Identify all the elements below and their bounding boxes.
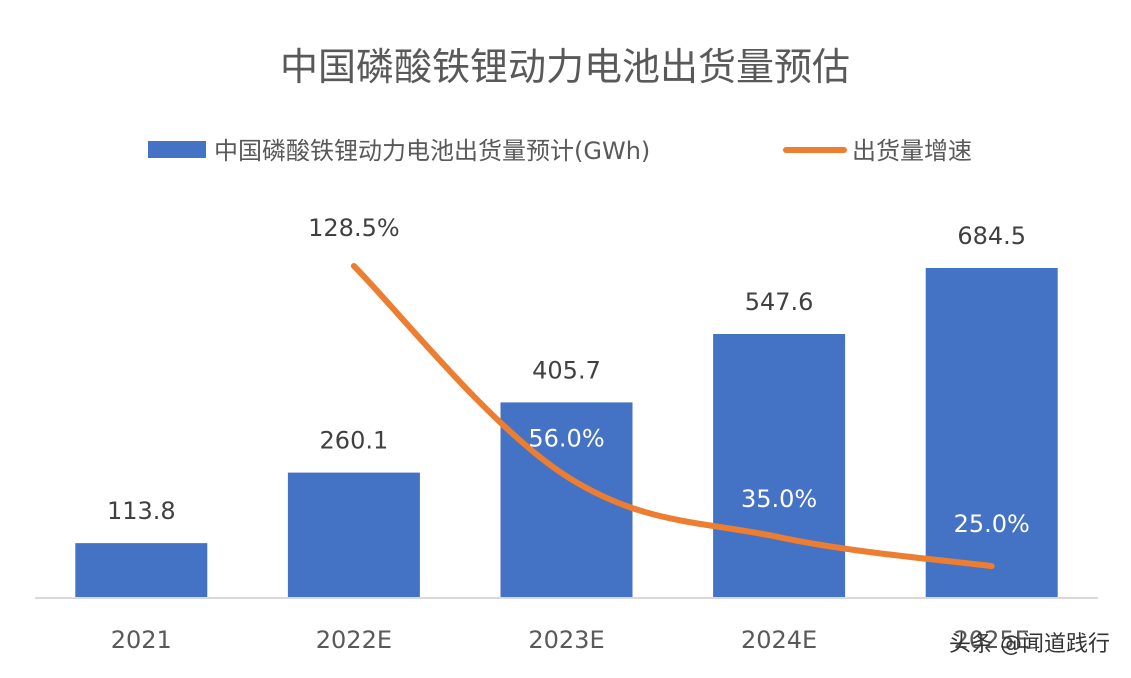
legend: 中国磷酸铁锂动力电池出货量预计(GWh) 出货量增速 [148, 137, 972, 165]
watermark: 头条 @闻道践行 [949, 632, 1110, 657]
bar-2025E [925, 268, 1058, 598]
bar-value-labels: 113.8 260.1 405.7 547.6 684.5 [107, 222, 1026, 525]
bars-group [75, 268, 1058, 598]
growth-label-2023E: 56.0% [528, 424, 604, 452]
x-tick-2022E: 2022E [316, 626, 392, 654]
x-tick-2023E: 2023E [528, 626, 604, 654]
bar-label-2024E: 547.6 [745, 288, 814, 316]
bar-label-2025E: 684.5 [957, 222, 1026, 250]
growth-label-2022E: 128.5% [308, 214, 400, 242]
legend-bar-label: 中国磷酸铁锂动力电池出货量预计(GWh) [214, 137, 650, 165]
growth-rate-line [350, 263, 995, 570]
bar-2021 [75, 543, 208, 598]
x-tick-2024E: 2024E [741, 626, 817, 654]
bar-label-2022E: 260.1 [320, 427, 389, 455]
bar-2024E [713, 334, 846, 598]
x-tick-2021: 2021 [111, 626, 172, 654]
bar-2022E [287, 472, 420, 598]
growth-label-2024E: 35.0% [741, 485, 817, 513]
growth-rate-labels: 128.5% 56.0% 35.0% 25.0% [308, 214, 1030, 538]
legend-bar-swatch [148, 141, 206, 158]
growth-label-2025E: 25.0% [954, 510, 1030, 538]
bar-label-2021: 113.8 [107, 497, 176, 525]
chart-title: 中国磷酸铁锂动力电池出货量预估 [280, 45, 850, 89]
x-tick-2025E: 2025E [954, 626, 1030, 654]
legend-line-label: 出货量增速 [852, 137, 972, 165]
x-axis-ticks: 2021 2022E 2023E 2024E 2025E [111, 626, 1030, 654]
bar-label-2023E: 405.7 [532, 356, 601, 384]
